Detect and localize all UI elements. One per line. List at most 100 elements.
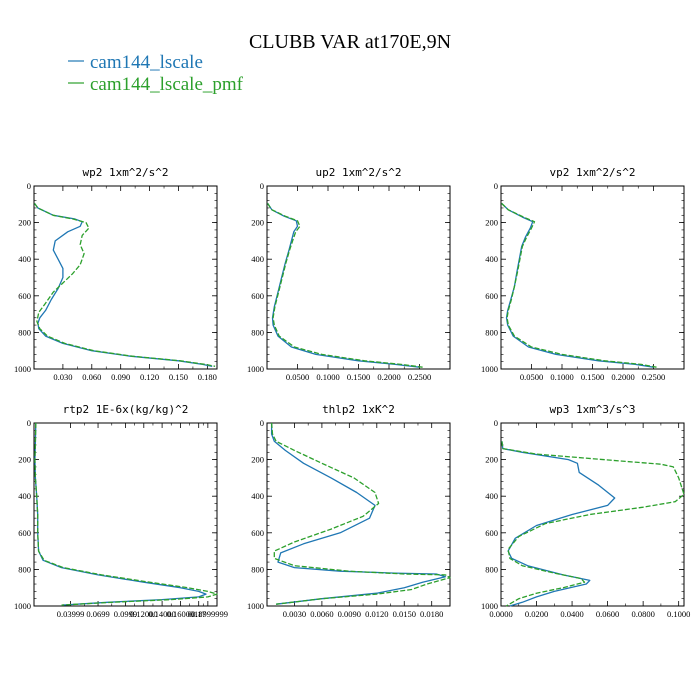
y-tick-label: 1000 [14,601,31,611]
panel-title: thlp2 1xK^2 [322,403,395,416]
x-tick-label: 0.03999 [57,609,85,619]
series-line-pmf [501,441,685,607]
y-tick-label: 600 [485,291,498,301]
x-tick-label: 0.0500 [520,372,543,382]
series-line-lscale [501,441,616,607]
series-line-lscale [270,423,447,605]
x-tick-label: 0.0150 [393,609,416,619]
y-tick-label: 400 [251,491,264,501]
y-tick-label: 400 [485,491,498,501]
x-tick-label: 0.0600 [596,609,619,619]
x-tick-label: 0.060 [82,372,101,382]
x-tick-label: 0.0500 [286,372,309,382]
y-tick-label: 200 [18,455,31,465]
x-tick-label: 0.1000 [550,372,573,382]
x-tick-label: 0.0120 [365,609,388,619]
x-tick-label: 0.2500 [642,372,665,382]
x-tick-label: 0.1000 [316,372,339,382]
y-tick-label: 0 [260,181,264,191]
x-tick-label: 0.14000 [148,609,176,619]
x-tick-label: 0.0699 [86,609,109,619]
x-tick-label: 0.0800 [631,609,654,619]
x-tick-label: 0.17 [191,609,206,619]
x-tick-label: 0.0090 [338,609,361,619]
series-line-lscale [33,203,213,367]
x-tick-label: 0.090 [111,372,130,382]
x-tick-label: 0.2000 [611,372,634,382]
x-tick-label: 0.1000 [667,609,690,619]
y-tick-label: 0 [27,181,31,191]
y-tick-label: 0 [494,418,498,428]
y-tick-label: 600 [251,291,264,301]
series-line-pmf [267,203,423,368]
y-tick-label: 800 [251,564,264,574]
x-tick-label: 0.120 [140,372,159,382]
y-tick-label: 1000 [247,364,264,374]
x-tick-label: 0.0180 [420,609,443,619]
y-tick-label: 400 [485,254,498,264]
y-tick-label: 0 [494,181,498,191]
y-tick-label: 800 [18,564,31,574]
plot-frame [500,422,685,607]
panel-vp2: vp2 1xm^2/s^2 0 200 400 600 800 1000 0.0500 0.1… [481,166,685,382]
y-tick-label: 0 [27,418,31,428]
panel-thlp2: thlp2 1xK^2 0 200 400 600 800 1000 0.0030 0.006… [247,403,451,619]
x-tick-label: 0.150 [169,372,188,382]
y-tick-label: 200 [251,455,264,465]
y-tick-label: 800 [485,327,498,337]
plot-frame [266,422,451,607]
x-tick-label: 0.180 [198,372,217,382]
legend-label-lscale: cam144_lscale [90,52,203,73]
y-tick-label: 800 [18,327,31,337]
x-tick-label: 0.0030 [283,609,306,619]
panel-title: vp2 1xm^2/s^2 [549,166,635,179]
panel-title: up2 1xm^2/s^2 [315,166,401,179]
x-tick-label: 0.1500 [347,372,370,382]
y-tick-label: 400 [18,254,31,264]
y-tick-label: 800 [485,564,498,574]
y-tick-label: 1000 [247,601,264,611]
series-line-pmf [270,422,451,605]
y-tick-label: 600 [485,528,498,538]
y-tick-label: 600 [18,528,31,538]
x-tick-label: 0.030 [53,372,72,382]
y-tick-label: 200 [18,218,31,228]
plot-frame [500,185,685,370]
x-tick-label: 0.16000 [167,609,195,619]
x-tick-label: 0.0200 [525,609,548,619]
series-line-pmf [33,203,216,367]
y-tick-label: 600 [18,291,31,301]
x-tick-label: 0.2500 [408,372,431,382]
x-tick-label: 0.12000 [130,609,158,619]
y-tick-label: 0 [260,418,264,428]
y-tick-label: 600 [251,528,264,538]
y-tick-label: 1000 [481,601,498,611]
y-tick-label: 400 [251,254,264,264]
x-tick-label: 0.0999 [114,609,137,619]
panel-up2: up2 1xm^2/s^2 0 200 400 600 800 1000 0.0500 0.1… [247,166,451,382]
legend-entry-pmf: cam144_lscale_pmf [68,74,244,95]
plot-frame [33,185,218,370]
legend-entry-lscale: cam144_lscale [68,52,203,73]
y-tick-label: 400 [18,491,31,501]
y-tick-label: 200 [485,218,498,228]
x-tick-label: 0.0060 [310,609,333,619]
legend-label-pmf: cam144_lscale_pmf [90,74,244,95]
panel-rtp2: rtp2 1E-6x(kg/kg)^2 0 200 400 600 800 1000 0.0… [14,403,228,619]
panel-title: rtp2 1E-6x(kg/kg)^2 [63,403,189,416]
panel-title: wp3 1xm^3/s^3 [549,403,635,416]
x-tick-label: 0.1500 [581,372,604,382]
series-line-lscale [267,203,420,368]
legend: cam144_lscale cam144_lscale_pmf [68,52,244,95]
y-tick-label: 1000 [481,364,498,374]
panel-title: wp2 1xm^2/s^2 [82,166,168,179]
y-tick-label: 800 [251,327,264,337]
x-tick-label: 0.0400 [560,609,583,619]
y-tick-label: 200 [251,218,264,228]
plot-frame [266,185,451,370]
figure-title: CLUBB VAR at170E,9N [249,31,451,53]
y-tick-label: 200 [485,455,498,465]
x-tick-label: 0.2000 [377,372,400,382]
